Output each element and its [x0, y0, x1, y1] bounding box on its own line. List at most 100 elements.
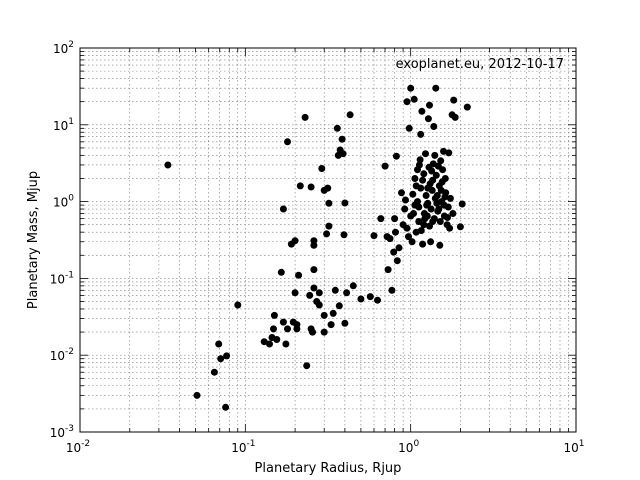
data-point: [329, 309, 337, 317]
data-point: [430, 123, 438, 130]
source-annotation: exoplanet.eu, 2012-10-17: [396, 57, 564, 72]
grid-lines: [79, 48, 576, 433]
data-point: [436, 218, 444, 225]
data-point: [436, 241, 444, 249]
data-point: [291, 289, 299, 297]
data-point: [309, 328, 316, 336]
data-point: [420, 170, 428, 178]
data-point: [403, 98, 411, 106]
data-points: [164, 84, 471, 411]
data-point: [422, 150, 429, 158]
data-point: [420, 210, 428, 217]
data-point: [349, 282, 357, 290]
data-point: [320, 311, 328, 319]
data-point: [393, 257, 401, 265]
data-point: [420, 221, 428, 229]
data-point: [315, 289, 323, 297]
data-point: [377, 215, 385, 223]
data-point: [416, 156, 424, 164]
data-point: [401, 205, 409, 213]
data-point: [301, 113, 309, 121]
data-point: [431, 151, 439, 159]
data-point: [215, 340, 223, 348]
data-point: [273, 336, 281, 343]
data-point: [384, 266, 392, 274]
data-point: [279, 318, 287, 326]
data-point: [451, 113, 459, 121]
data-point: [333, 124, 341, 132]
data-point: [325, 199, 333, 207]
x-tick-label: 100: [398, 439, 419, 455]
data-point: [318, 165, 326, 172]
data-point: [381, 162, 389, 170]
axis-ticks: [79, 48, 576, 433]
data-point: [419, 176, 427, 184]
data-point: [434, 162, 442, 170]
data-point: [307, 183, 315, 191]
data-point: [417, 130, 425, 138]
data-point: [426, 222, 433, 230]
data-point: [282, 340, 290, 348]
data-point: [409, 190, 417, 198]
data-point: [310, 266, 318, 274]
data-point: [370, 232, 378, 240]
data-point: [210, 368, 218, 376]
data-point: [463, 103, 471, 111]
data-point: [405, 124, 413, 132]
data-point: [407, 212, 415, 220]
data-point: [357, 295, 365, 303]
data-point: [403, 224, 411, 232]
data-point: [270, 311, 278, 319]
data-point: [391, 215, 399, 223]
data-point: [410, 95, 418, 103]
y-tick-label: 10-1: [50, 270, 74, 286]
data-point: [338, 135, 346, 143]
data-point: [437, 186, 445, 194]
data-point: [296, 182, 304, 190]
data-point: [419, 240, 427, 248]
data-point: [343, 289, 351, 297]
data-point: [446, 224, 454, 232]
y-tick-label: 100: [53, 194, 74, 210]
x-tick-label: 101: [563, 439, 584, 455]
data-point: [325, 222, 333, 230]
data-point: [418, 107, 426, 115]
data-point: [279, 205, 287, 213]
data-point: [222, 403, 230, 411]
data-point: [405, 233, 412, 241]
data-point: [392, 152, 400, 160]
data-point: [340, 231, 348, 239]
data-point: [398, 189, 405, 197]
data-point: [223, 352, 231, 360]
data-point: [366, 293, 374, 301]
y-tick-label: 102: [53, 40, 74, 56]
x-axis-label: Planetary Radius, Rjup: [255, 461, 402, 476]
data-point: [392, 228, 399, 236]
data-point: [426, 101, 433, 109]
data-point: [444, 214, 451, 221]
data-point: [339, 150, 347, 158]
data-point: [424, 199, 432, 207]
data-point: [320, 328, 328, 336]
data-point: [402, 196, 409, 204]
data-point: [417, 227, 425, 234]
data-point: [414, 166, 421, 174]
data-point: [441, 193, 449, 201]
data-point: [427, 238, 435, 246]
y-tick-label: 10-2: [50, 347, 74, 363]
data-point: [432, 84, 440, 92]
data-point: [427, 205, 435, 213]
y-axis-label: Planetary Mass, Mjup: [26, 171, 41, 309]
data-point: [407, 84, 415, 92]
data-point: [422, 192, 430, 199]
data-point: [306, 291, 314, 299]
data-point: [446, 194, 454, 202]
data-point: [310, 237, 318, 245]
data-point: [458, 200, 466, 208]
data-point: [412, 182, 420, 190]
data-point: [284, 325, 291, 333]
data-point: [437, 157, 445, 165]
